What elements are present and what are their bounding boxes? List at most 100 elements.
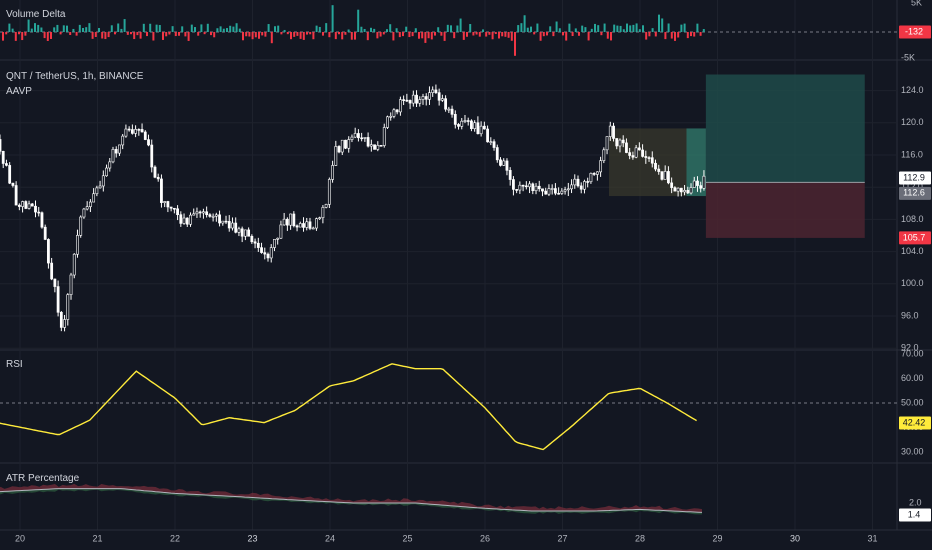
volume-delta-bar-up: [206, 23, 209, 32]
candle-up: [502, 160, 506, 166]
candle-up: [350, 136, 354, 140]
candle-up: [563, 189, 567, 192]
candle-up: [27, 203, 31, 209]
long-position-target-zone: [705, 74, 865, 183]
candle-down: [40, 212, 44, 228]
volume-delta-bar-down: [203, 32, 206, 35]
volume-delta-bar-down: [664, 32, 667, 40]
time-axis-tick: 26: [480, 533, 490, 543]
rsi-line: [0, 363, 697, 451]
volume-delta-bar-down: [104, 32, 107, 40]
candle-up: [518, 184, 522, 191]
volume-delta-bar-up: [62, 25, 65, 32]
rsi-badge: 42.42: [903, 417, 926, 427]
candle-down: [499, 159, 502, 166]
volume-delta-bar-down: [533, 32, 536, 35]
candle-up: [269, 247, 273, 259]
candle-up: [347, 139, 351, 149]
rsi-label[interactable]: RSI: [6, 359, 23, 370]
volume-delta-bar-down: [261, 32, 264, 36]
volume-delta-bar-down: [677, 32, 680, 38]
volume-delta-bar-down: [146, 32, 148, 37]
price-axis-tick: 92.0: [901, 343, 919, 353]
indicator-label-aavp[interactable]: AAVP: [6, 86, 32, 97]
grid: [0, 0, 897, 530]
volume-delta-bar-down: [24, 32, 27, 36]
volume-delta-bar-up: [616, 25, 619, 32]
atr-label[interactable]: ATR Percentage: [6, 473, 80, 484]
candle-down: [615, 138, 619, 147]
volume-delta-bar-up: [619, 25, 622, 32]
volume-delta-bar-down: [562, 32, 564, 36]
candle-down: [667, 171, 670, 184]
volume-delta-bar-down: [434, 32, 436, 36]
candle-up: [340, 139, 344, 153]
volume-delta-bar-down: [312, 32, 315, 40]
volume-delta-bar-up: [27, 19, 30, 32]
candle-down: [137, 129, 141, 131]
volume-delta-bar-up: [142, 23, 145, 32]
candle-down: [256, 242, 260, 248]
long-position-stop-zone: [705, 182, 865, 238]
volume-delta-bar-up: [120, 28, 123, 32]
candle-down: [625, 142, 628, 153]
candle-up: [134, 129, 138, 134]
candle-up: [321, 207, 325, 219]
volume-delta-bar-up: [683, 23, 686, 32]
candle-up: [692, 180, 696, 188]
candle-up: [566, 188, 570, 191]
volume-delta-bar-up: [117, 23, 120, 32]
volume-delta-bar-up: [386, 29, 388, 32]
volume-delta-bar-down: [466, 32, 468, 37]
candle-down: [43, 226, 47, 240]
volume-delta-tick: 5K: [911, 0, 922, 7]
volume-delta-bar-up: [389, 24, 392, 32]
volume-delta-bar-up: [450, 25, 452, 32]
candle-up: [85, 206, 89, 210]
candle-up: [315, 218, 318, 229]
volume-delta-bar-up: [267, 24, 270, 32]
volume-delta-bar-up: [632, 24, 635, 32]
volume-delta-bar-up: [696, 23, 699, 32]
candle-down: [373, 144, 376, 150]
volume-delta-bar-up: [622, 29, 625, 32]
candle-down: [218, 214, 221, 224]
candle-down: [179, 214, 183, 224]
volume-delta-bar-down: [354, 32, 356, 40]
candle-up: [528, 183, 531, 188]
candle-down: [0, 139, 2, 152]
volume-delta-bar-down: [162, 32, 164, 40]
candle-down: [156, 176, 160, 180]
candle-down: [247, 229, 251, 237]
volume-delta-bar-down: [258, 32, 260, 39]
candle-up: [589, 173, 593, 183]
volume-delta-bar-down: [485, 32, 488, 37]
candle-down: [470, 120, 473, 129]
volume-delta-bar-down: [168, 32, 171, 35]
volume-delta-bar-up: [558, 28, 561, 32]
volume-delta-bar-up: [469, 24, 472, 32]
candle-up: [369, 144, 373, 147]
rsi-axis-tick: 60.00: [901, 373, 924, 383]
candle-up: [324, 204, 328, 208]
candle-up: [282, 218, 286, 226]
candle-down: [699, 185, 703, 189]
candle-up: [547, 188, 551, 195]
candle-down: [450, 108, 454, 115]
candle-up: [276, 237, 280, 240]
candle-up: [76, 235, 79, 255]
price-axis-tick: 124.0: [901, 85, 924, 95]
volume-delta-bar-down: [18, 32, 20, 35]
candle-down: [637, 147, 641, 151]
candle-up: [689, 187, 693, 194]
volume-delta-bar-down: [453, 32, 456, 39]
candle-up: [676, 187, 680, 192]
price-axis-tick: 112.0: [901, 182, 923, 192]
candle-down: [505, 160, 509, 171]
symbol-title[interactable]: QNT / TetherUS, 1h, BINANCE: [6, 71, 144, 82]
price-badge-stop: 105.7: [903, 232, 926, 242]
candle-up: [602, 149, 606, 161]
volume-delta-bar-down: [75, 32, 78, 36]
